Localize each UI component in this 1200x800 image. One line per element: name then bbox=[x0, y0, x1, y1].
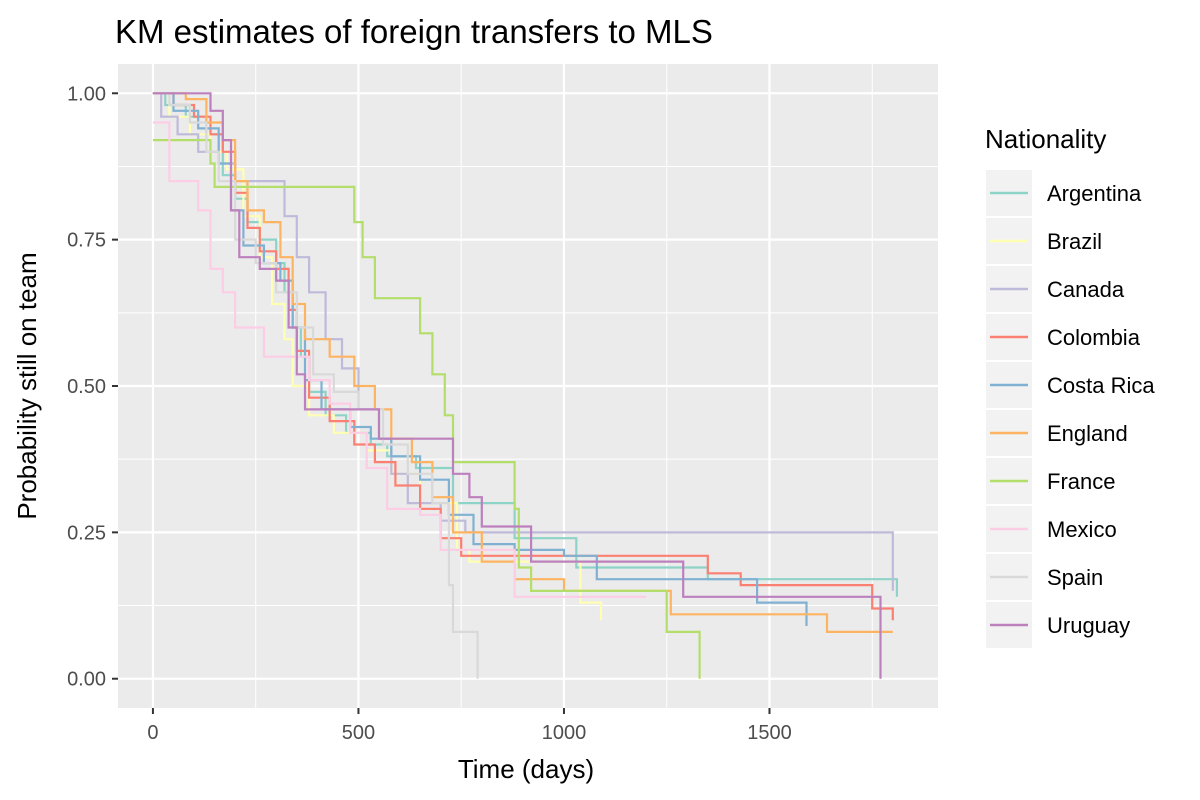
y-tick-label: 0.75 bbox=[67, 230, 106, 252]
series-line-mexico bbox=[152, 121, 647, 598]
x-tick-label: 1000 bbox=[542, 722, 587, 744]
series-line-spain bbox=[152, 92, 479, 679]
legend-label-france: France bbox=[1047, 469, 1115, 494]
x-axis-title: Time (days) bbox=[458, 754, 594, 784]
legend-label-colombia: Colombia bbox=[1047, 325, 1141, 350]
y-axis-title: Probability still on team bbox=[12, 252, 42, 519]
x-tick-label: 500 bbox=[342, 722, 375, 744]
legend-label-spain: Spain bbox=[1047, 565, 1103, 590]
legend-label-costa-rica: Costa Rica bbox=[1047, 373, 1155, 398]
x-tick-label: 1500 bbox=[747, 722, 792, 744]
legend-label-argentina: Argentina bbox=[1047, 181, 1142, 206]
series-line-france bbox=[152, 139, 701, 679]
series-line-uruguay bbox=[152, 92, 882, 679]
legend-title: Nationality bbox=[985, 124, 1106, 154]
y-tick-label: 0.25 bbox=[67, 522, 106, 544]
y-axis: 0.00 0.25 0.50 0.75 1.00 bbox=[67, 83, 118, 691]
x-tick-label: 0 bbox=[147, 722, 158, 744]
chart-title: KM estimates of foreign transfers to MLS bbox=[115, 13, 713, 50]
series-line-canada bbox=[152, 92, 894, 591]
series-layer bbox=[152, 92, 898, 679]
legend-label-uruguay: Uruguay bbox=[1047, 613, 1130, 638]
y-tick-label: 1.00 bbox=[67, 83, 106, 105]
y-tick-label: 0.00 bbox=[67, 669, 106, 691]
legend-label-england: England bbox=[1047, 421, 1128, 446]
legend-label-brazil: Brazil bbox=[1047, 229, 1102, 254]
series-line-colombia bbox=[152, 92, 894, 621]
legend: Nationality Argentina Brazil Canada Colombi… bbox=[985, 124, 1155, 648]
legend-label-canada: Canada bbox=[1047, 277, 1125, 302]
y-tick-label: 0.50 bbox=[67, 376, 106, 398]
series-line-england bbox=[152, 92, 893, 633]
x-axis: 0 500 1000 1500 bbox=[147, 708, 792, 744]
legend-items: Argentina Brazil Canada Colombia Costa Rica E… bbox=[986, 170, 1155, 648]
legend-label-mexico: Mexico bbox=[1047, 517, 1117, 542]
